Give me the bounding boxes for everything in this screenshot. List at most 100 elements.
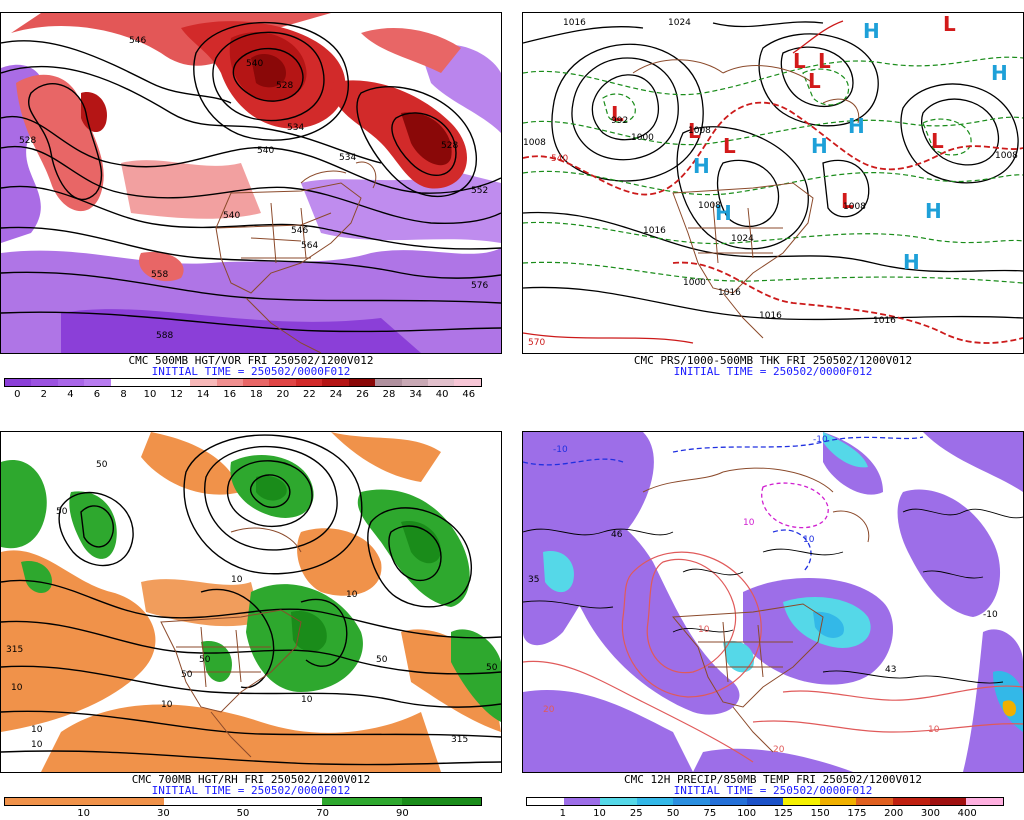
colorbar-swatch (84, 379, 111, 386)
panel-initial-time: INITIAL TIME = 250502/0000F012 (151, 365, 351, 378)
colorbar-label: 18 (249, 389, 263, 400)
contour-label: 10 (161, 700, 173, 710)
colorbar-label: 90 (395, 808, 409, 819)
contour-label: 10 (31, 740, 43, 750)
colorbar-label: 46 (462, 389, 476, 400)
colorbar-label: 75 (703, 808, 717, 819)
colorbar-label: 40 (435, 389, 449, 400)
colorbar-swatch (527, 798, 564, 805)
contour-label: 50 (96, 460, 108, 470)
contour-label: 10 (11, 683, 23, 693)
isobar-label: 1008 (688, 126, 711, 136)
contour-label: 10 (231, 575, 243, 585)
colorbar-label: 10 (143, 389, 157, 400)
map-pressure-svg: L L L L L L L L L H H H H H H H H 10 (523, 13, 1023, 353)
temperature-label: 46 (611, 530, 623, 540)
contour-label: 50 (199, 655, 211, 665)
colorbar-swatch (216, 379, 243, 386)
colorbar-swatch (44, 798, 85, 805)
map-pressure-thickness: L L L L L L L L L H H H H H H H H 10 (522, 12, 1024, 354)
panel-title: CMC 700MB HGT/RH FRI 250502/1200V012 (131, 773, 371, 786)
colorbar-label: 26 (356, 389, 369, 400)
map-500mb-svg: 546 528 540 528 534 540 528 534 540 546 … (1, 13, 501, 353)
colorbar-label: 4 (67, 389, 74, 400)
isobar-label: 1016 (873, 316, 896, 326)
map-precip-temp: -10 10 -10 10 35 46 20 43 -10 10 20 10 (522, 431, 1024, 773)
colorbar-label: 150 (810, 808, 830, 819)
temperature-label: 10 (928, 725, 940, 735)
colorbar-swatch (31, 379, 58, 386)
colorbar-label: 25 (629, 808, 643, 819)
isobar-label: 1016 (718, 288, 741, 298)
map-700mb-svg: 50 50 315 10 10 10 50 50 50 10 10 10 315… (1, 432, 501, 772)
temperature-label: -10 (813, 435, 828, 445)
low-pressure-marker: L (793, 49, 806, 73)
colorbar-swatch (137, 379, 164, 386)
colorbar-swatch (893, 798, 930, 805)
contour-label: 315 (451, 735, 468, 745)
panel-title: CMC PRS/1000-500MB THK FRI 250502/1200V0… (633, 354, 913, 367)
high-pressure-marker: H (848, 114, 865, 138)
colorbar-swatch (269, 379, 296, 386)
isobar-label: 1016 (563, 18, 586, 28)
contour-label: 10 (31, 725, 43, 735)
panel-500mb-hgt-vor: 546 528 540 528 534 540 528 534 540 546 … (0, 0, 502, 400)
low-pressure-marker: L (808, 69, 821, 93)
low-pressure-marker: L (943, 13, 956, 36)
contour-label: 50 (56, 507, 68, 517)
panel-pressure-thickness: L L L L L L L L L H H H H H H H H 10 (522, 0, 1024, 400)
isobar-label: 1024 (668, 18, 691, 28)
colorbar-label: 125 (773, 808, 793, 819)
colorbar-label: 2 (40, 389, 48, 400)
isobar-label: 1016 (759, 311, 782, 321)
colorbar-swatch (929, 798, 967, 805)
colorbar-swatch (441, 798, 482, 805)
colorbar-label: 70 (316, 808, 330, 819)
thickness-label: 570 (528, 338, 545, 348)
contour-label: 546 (291, 226, 308, 236)
high-pressure-marker: H (863, 19, 880, 43)
map-700mb-rh: 50 50 315 10 10 10 50 50 50 10 10 10 315… (0, 431, 502, 773)
colorbar-label: 50 (236, 808, 250, 819)
isobar-label: 1008 (698, 201, 721, 211)
panel-initial-time: INITIAL TIME = 250502/0000F012 (673, 784, 873, 797)
colorbar-label: 14 (196, 389, 210, 400)
contour-label: 534 (339, 153, 356, 163)
colorbar-swatch (5, 798, 45, 805)
isobar-label: 992 (611, 116, 628, 126)
colorbar-swatch (124, 798, 164, 805)
low-pressure-marker: L (611, 102, 624, 126)
temperature-label: 35 (528, 575, 539, 585)
panel-title: CMC 500MB HGT/VOR FRI 250502/1200V012 (128, 354, 374, 367)
contour-label: 528 (441, 141, 458, 151)
colorbar-label: 10 (77, 808, 91, 819)
colorbar-swatch (673, 798, 711, 805)
temperature-label: 20 (543, 705, 555, 715)
contour-label: 528 (19, 136, 36, 146)
colorbar-label: 10 (593, 808, 606, 819)
colorbar-swatch (243, 798, 283, 805)
colorbar-swatch (856, 798, 894, 805)
thickness-label: 540 (551, 154, 568, 164)
contour-label: 534 (287, 123, 304, 133)
contour-label: 588 (156, 331, 173, 341)
colorbar-swatch (428, 379, 455, 386)
isobar-label: 1008 (995, 151, 1018, 161)
colorbar-swatch (636, 798, 674, 805)
isobar-label: 1000 (683, 278, 706, 288)
panel-title: CMC 12H PRECIP/850MB TEMP FRI 250502/120… (623, 773, 922, 786)
colorbar-label: 30 (156, 808, 170, 819)
colorbar-label: 200 (884, 808, 904, 819)
colorbar-swatch (190, 379, 217, 386)
colorbar-labels: 1 10 25 50 75 100 125 150 175 200 300 400 (526, 808, 1004, 820)
contour-label: 540 (257, 146, 274, 156)
colorbar-swatch (295, 379, 323, 386)
map-500mb-vorticity: 546 528 540 528 534 540 528 534 540 546 … (0, 12, 502, 354)
colorbar-label: 50 (666, 808, 680, 819)
contour-label: 576 (471, 281, 488, 291)
low-pressure-marker: L (688, 119, 701, 143)
high-pressure-marker: H (715, 201, 732, 225)
high-pressure-marker: H (991, 61, 1008, 85)
isobar-label: 1024 (731, 234, 754, 244)
contour-label: 528 (276, 81, 293, 91)
